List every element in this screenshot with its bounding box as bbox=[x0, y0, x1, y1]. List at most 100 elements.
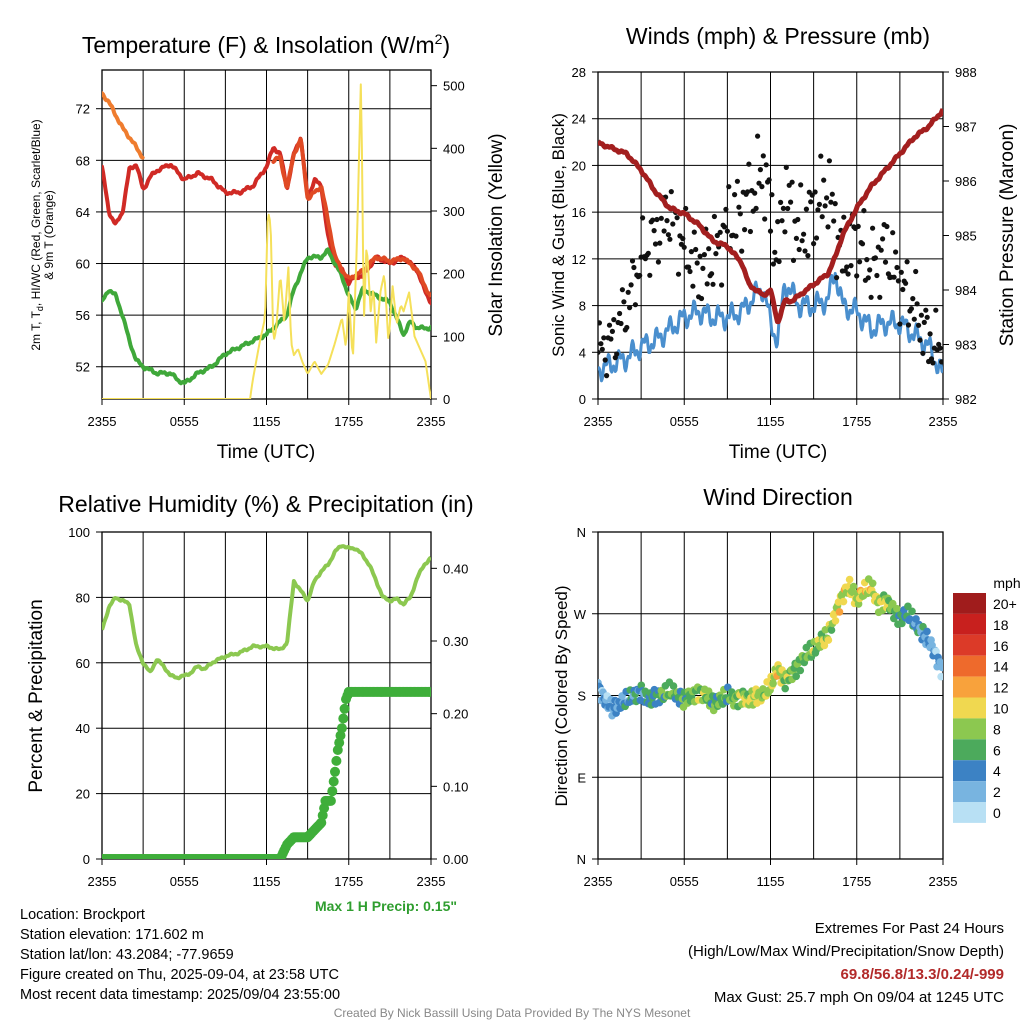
gust-point bbox=[631, 264, 637, 271]
gust-point bbox=[657, 240, 663, 246]
precip-point bbox=[424, 686, 431, 697]
gust-point bbox=[783, 164, 789, 170]
x-tick-label: 2355 bbox=[584, 414, 613, 429]
gust-point bbox=[724, 228, 731, 234]
gust-point bbox=[891, 274, 897, 280]
gust-point bbox=[658, 215, 664, 221]
gust-point bbox=[815, 207, 821, 213]
y-tick-label: 24 bbox=[572, 112, 586, 127]
direction-point bbox=[845, 575, 854, 584]
y2-tick-label: 0.00 bbox=[443, 852, 468, 867]
panel-title: Relative Humidity (%) & Precipitation (i… bbox=[58, 491, 473, 517]
gust-point bbox=[736, 204, 742, 210]
y2-tick-label: 986 bbox=[955, 174, 977, 189]
gust-point bbox=[924, 314, 930, 320]
series-line-station-pressure bbox=[598, 108, 943, 325]
gust-point bbox=[686, 264, 692, 270]
gust-point bbox=[767, 228, 774, 234]
x-tick-label: 1155 bbox=[253, 414, 281, 429]
gust-point bbox=[793, 235, 800, 241]
gust-point bbox=[706, 246, 712, 252]
gust-point bbox=[661, 228, 667, 234]
gust-point bbox=[798, 182, 804, 188]
gust-point bbox=[668, 189, 674, 195]
y-tick-label: 64 bbox=[76, 205, 90, 220]
direction-point bbox=[908, 607, 916, 616]
x-tick-label: 1755 bbox=[842, 874, 871, 889]
created-text: Figure created on Thu, 2025-09-04, at 23… bbox=[20, 967, 339, 983]
gust-point bbox=[598, 320, 602, 326]
x-tick-label: 2355 bbox=[88, 414, 117, 429]
series-line-relative-humidity bbox=[102, 544, 431, 681]
y2-tick-label: 987 bbox=[955, 120, 977, 135]
series-line-hi-wc bbox=[271, 137, 431, 298]
extremes-title: Extremes For Past 24 Hours bbox=[814, 920, 1004, 937]
y-tick-label: 8 bbox=[579, 299, 586, 314]
gust-point bbox=[789, 179, 795, 185]
x-tick-label: 0555 bbox=[670, 874, 699, 889]
gust-point bbox=[599, 346, 605, 352]
y2-tick-label: 500 bbox=[443, 79, 465, 94]
precip-points bbox=[102, 686, 431, 859]
legend-swatch bbox=[953, 676, 986, 698]
gust-point bbox=[877, 294, 883, 300]
y-tick-label: 0 bbox=[83, 852, 90, 867]
x-tick-label: 2355 bbox=[584, 874, 613, 889]
gust-point bbox=[744, 189, 751, 195]
gust-point bbox=[752, 190, 758, 196]
gust-point bbox=[821, 177, 827, 183]
gust-point bbox=[890, 230, 896, 236]
legend-swatch bbox=[953, 613, 986, 635]
y2-tick-label: 0.40 bbox=[443, 561, 468, 576]
gust-point bbox=[913, 268, 919, 275]
gust-point bbox=[914, 301, 920, 307]
gust-point bbox=[894, 264, 900, 271]
y2-tick-label: 0.10 bbox=[443, 779, 468, 794]
gust-point bbox=[803, 206, 810, 212]
x-tick-label: 2355 bbox=[417, 874, 446, 889]
gust-point bbox=[739, 248, 745, 254]
gust-point bbox=[867, 267, 873, 273]
gust-point bbox=[859, 241, 866, 247]
y2-tick-label: 100 bbox=[443, 329, 465, 344]
direction-point bbox=[637, 681, 646, 690]
gust-point bbox=[732, 192, 738, 198]
direction-point bbox=[769, 679, 777, 688]
gust-point bbox=[884, 223, 890, 230]
gust-point bbox=[766, 177, 772, 183]
gust-point bbox=[780, 205, 787, 211]
gust-point bbox=[905, 322, 912, 328]
gust-point bbox=[916, 322, 922, 328]
gust-point bbox=[688, 249, 695, 255]
gust-point bbox=[882, 259, 889, 265]
gust-point bbox=[670, 221, 676, 227]
gust-point bbox=[629, 258, 636, 264]
y-tick-label: N bbox=[577, 525, 586, 540]
gust-point bbox=[802, 248, 808, 254]
x-tick-label: 1755 bbox=[334, 414, 363, 429]
gust-point bbox=[621, 299, 627, 305]
precip-point bbox=[339, 703, 350, 714]
direction-point bbox=[932, 647, 940, 656]
gust-point bbox=[734, 178, 741, 184]
gust-point bbox=[665, 232, 672, 238]
gust-point bbox=[819, 214, 825, 220]
direction-point bbox=[835, 608, 844, 616]
gust-point bbox=[608, 336, 614, 342]
gust-point bbox=[710, 281, 716, 287]
legend-swatch bbox=[953, 739, 986, 761]
gust-point bbox=[721, 224, 728, 230]
legend-swatch bbox=[953, 593, 986, 614]
gust-point bbox=[756, 180, 762, 186]
y-tick-label: 20 bbox=[76, 787, 90, 802]
gust-point bbox=[691, 229, 697, 235]
direction-point bbox=[849, 582, 858, 591]
gust-point bbox=[811, 241, 817, 247]
legend-swatch bbox=[953, 655, 986, 677]
y-tick-label: 60 bbox=[76, 257, 90, 272]
gust-point bbox=[861, 208, 867, 214]
gust-point bbox=[930, 360, 936, 366]
gust-point bbox=[654, 216, 660, 223]
y-tick-label: 16 bbox=[572, 205, 586, 220]
legend-swatch bbox=[953, 634, 986, 656]
